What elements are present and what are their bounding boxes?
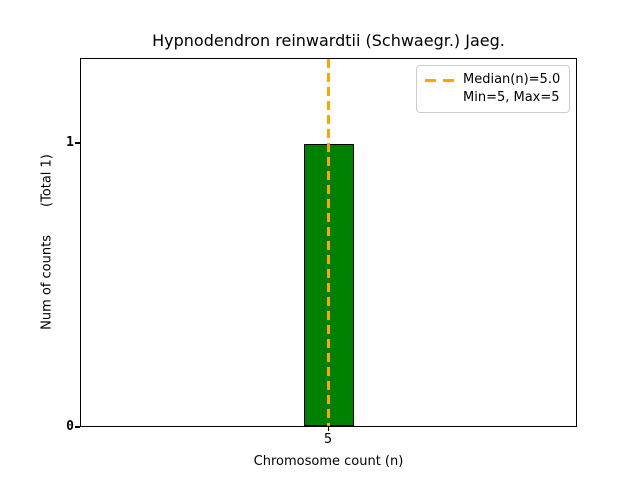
legend-label-minmax: Min=5, Max=5 xyxy=(463,90,560,105)
legend: Median(n)=5.0 Min=5, Max=5 xyxy=(416,65,570,113)
y-axis-label: Num of counts (Total 1) xyxy=(40,154,55,330)
chart-title: Hypnodendron reinwardtii (Schwaegr.) Jae… xyxy=(152,31,505,50)
median-line xyxy=(327,59,330,426)
y-tick-mark-0 xyxy=(75,426,80,428)
y-tick-label-0: 0 xyxy=(66,419,74,434)
legend-blank-handle xyxy=(425,97,455,100)
x-tick-mark-5 xyxy=(327,427,329,431)
x-axis-label: Chromosome count (n) xyxy=(253,454,404,469)
legend-entry-minmax: Min=5, Max=5 xyxy=(425,90,561,106)
x-tick-label-5: 5 xyxy=(323,432,333,447)
y-axis-label-text: Num of counts xyxy=(39,235,55,330)
legend-entry-median: Median(n)=5.0 xyxy=(425,72,561,88)
y-axis-label-total: (Total 1) xyxy=(39,154,55,208)
plot-area: Median(n)=5.0 Min=5, Max=5 xyxy=(80,58,577,427)
dashed-line-icon xyxy=(425,78,455,82)
y-tick-mark-1 xyxy=(75,142,80,144)
legend-label-median: Median(n)=5.0 xyxy=(463,72,561,87)
y-tick-label-1: 1 xyxy=(66,135,74,151)
